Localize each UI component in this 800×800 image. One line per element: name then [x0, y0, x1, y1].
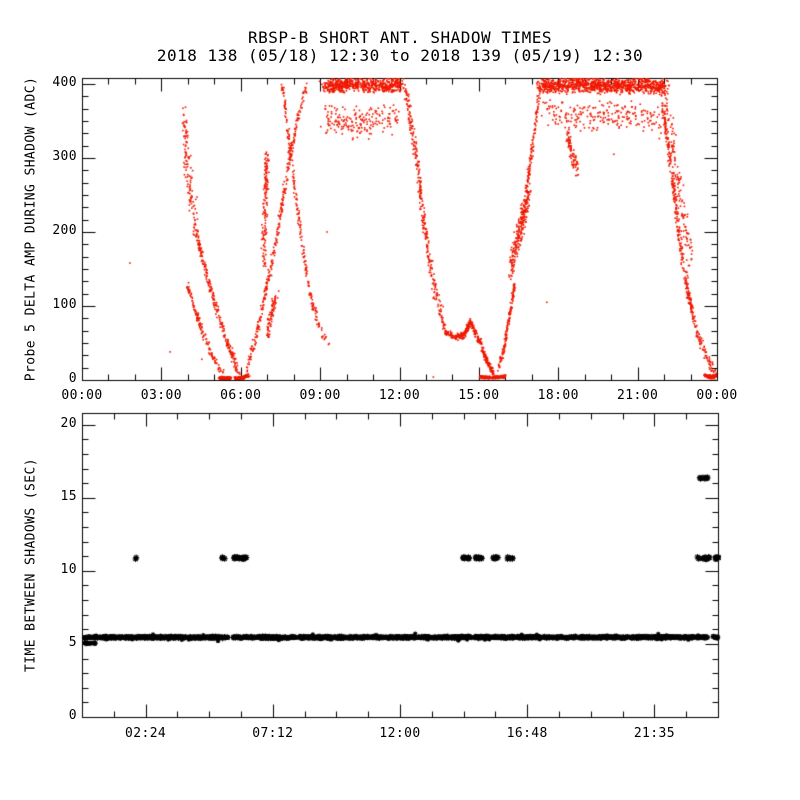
top-y-tick-label: 100 [52, 296, 77, 312]
top-x-tick-label: 00:00 [61, 388, 103, 403]
bottom-y-tick-label: 0 [68, 708, 77, 723]
bottom-x-tick-label: 21:35 [633, 726, 675, 741]
bottom-x-tick-label: 02:24 [125, 726, 167, 741]
top-x-tick-label: 00:00 [696, 388, 738, 403]
top-x-tick-label: 03:00 [140, 388, 182, 403]
top-y-tick-label: 300 [52, 148, 77, 164]
bottom-x-tick-label: 16:48 [506, 726, 548, 741]
top-y-tick-label: 200 [52, 222, 77, 238]
bottom-x-tick-label: 07:12 [252, 726, 294, 741]
bottom-y-tick-label: 5 [68, 634, 77, 650]
bottom-y-tick-label: 10 [60, 561, 77, 577]
bottom-y-tick-label: 15 [60, 488, 77, 504]
chart-title: RBSP-B SHORT ANT. SHADOW TIMES [248, 28, 552, 47]
top-x-tick-label: 06:00 [220, 388, 262, 403]
top-x-tick-label: 18:00 [537, 388, 579, 403]
top-y-tick-label: 0 [68, 371, 77, 386]
chart-subtitle: 2018 138 (05/18) 12:30 to 2018 139 (05/1… [156, 46, 644, 65]
bottom-y-tick-label: 20 [60, 415, 77, 431]
top-y-tick-label: 400 [52, 74, 77, 90]
top-x-tick-label: 12:00 [378, 388, 421, 403]
top-x-tick-label: 15:00 [458, 388, 500, 403]
top-x-tick-label: 21:00 [617, 388, 659, 403]
top-x-tick-label: 09:00 [299, 388, 341, 403]
bottom-x-tick-label: 12:00 [379, 726, 421, 741]
